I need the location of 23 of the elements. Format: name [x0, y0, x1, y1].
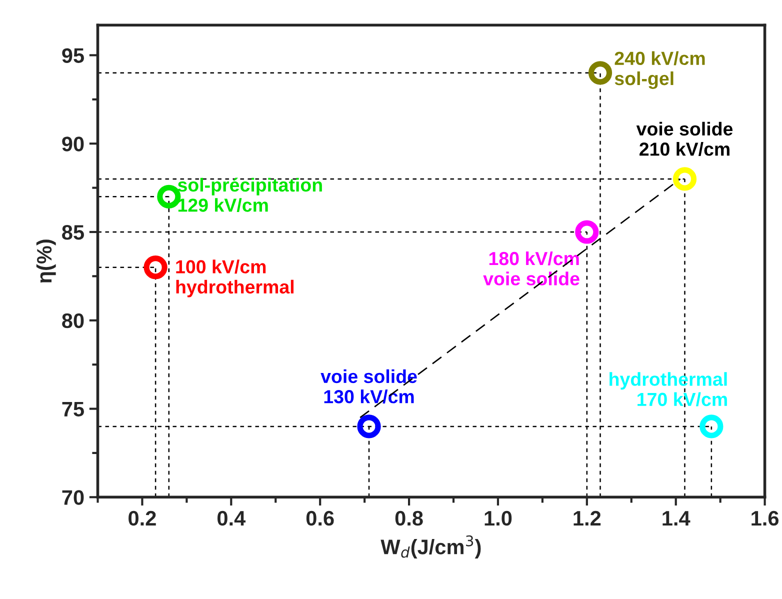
annotation: voie solide 210 kV/cm — [636, 122, 733, 156]
y-tick-label: 80 — [62, 313, 84, 328]
x-tick-label: 0.8 — [395, 510, 423, 526]
x-tick-label: 0.2 — [128, 510, 156, 526]
series-label: 240 kV/cm sol-gel — [614, 51, 705, 89]
series-label: sol-précipitation 129 kV/cm — [178, 178, 322, 212]
y-axis-title: η(%) — [36, 240, 56, 283]
series-label: 100 kV/cm hydrothermal — [176, 260, 294, 298]
x-tick-label: 0.4 — [218, 510, 246, 526]
y-tick-label: 75 — [62, 402, 84, 417]
x-axis-title: W$_{d}$(J/cm$^{3}$) — [380, 535, 481, 558]
x-tick-label: 1.2 — [574, 510, 601, 526]
x-tick-label: 1.6 — [752, 510, 779, 526]
series-label: 180 kV/cm voie solide — [483, 251, 580, 286]
x-tick-label: 1.4 — [662, 511, 690, 526]
x-tick-label: 0.6 — [306, 510, 334, 526]
y-tick-label: 95 — [62, 48, 84, 63]
series-label: voie solide 130 kV/cm — [320, 369, 417, 404]
series-label: hydrothermal 170 kV/cm — [610, 372, 727, 406]
y-tick-label: 70 — [62, 490, 84, 505]
y-tick-label: 85 — [62, 224, 84, 240]
x-tick-label: 1.0 — [484, 510, 512, 526]
y-tick-label: 90 — [62, 136, 84, 152]
